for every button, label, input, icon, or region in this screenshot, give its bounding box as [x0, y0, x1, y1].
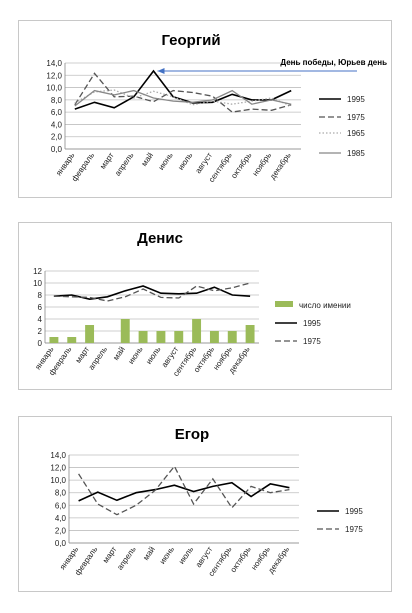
series-line — [78, 465, 290, 516]
chart-georgiy-svg: Георгий0,02,04,06,08,010,012,014,0январь… — [46, 32, 387, 184]
series-line — [74, 89, 292, 107]
legend-label: 1975 — [345, 525, 363, 534]
y-tick-label: 6,0 — [55, 501, 67, 510]
bar — [120, 319, 130, 343]
x-tick-label: июль — [177, 545, 195, 566]
legend-label: 1985 — [347, 149, 365, 158]
x-tick-label: октябрь — [229, 151, 253, 180]
y-tick-label: 2,0 — [55, 526, 67, 535]
y-tick-label: 6 — [38, 303, 43, 312]
y-tick-label: 0,0 — [55, 539, 67, 548]
series-line — [53, 282, 251, 302]
bar — [67, 337, 77, 343]
legend-label: 1995 — [347, 95, 365, 104]
y-tick-label: 12,0 — [50, 464, 66, 473]
series-line — [74, 89, 292, 107]
x-tick-label: май — [139, 151, 155, 168]
bar — [209, 331, 219, 343]
y-tick-label: 8,0 — [51, 96, 63, 105]
chart-egor: Егор 0,0 2,0 4,0 6,0 8,0 10,0 12,0 14,0 январь фев… — [18, 416, 392, 592]
x-tick-label: май — [141, 545, 157, 562]
x-tick-label: апрель — [87, 345, 109, 372]
bar — [227, 331, 237, 343]
bar — [138, 331, 148, 343]
y-tick-label: 8 — [38, 291, 43, 300]
x-tick-label: апрель — [113, 151, 135, 178]
y-tick-label: 0 — [38, 339, 43, 348]
x-tick-label: июнь — [158, 545, 176, 566]
x-tick-label: апрель — [115, 545, 137, 572]
y-tick-label: 12 — [33, 267, 42, 276]
legend-label: 1995 — [303, 319, 321, 328]
y-tick-label: 10,0 — [50, 476, 66, 485]
chart-egor-svg: Егор0,02,04,06,08,010,012,014,0январьфев… — [50, 426, 363, 578]
y-tick-label: 12,0 — [46, 71, 62, 80]
annotation-label: День победы, Юрьев день — [280, 58, 387, 67]
legend-label: 1975 — [347, 113, 365, 122]
chart-title: Егор — [175, 426, 209, 443]
chart-title: Георгий — [161, 32, 220, 49]
y-tick-label: 10,0 — [46, 84, 62, 93]
y-tick-label: 6,0 — [51, 108, 63, 117]
y-tick-label: 14,0 — [50, 451, 66, 460]
bar — [49, 337, 59, 343]
bar — [156, 331, 166, 343]
bar — [245, 325, 255, 343]
chart-georgiy: Георгий 0,0 2,0 4,0 6,0 8,0 10,0 12,0 14,0 январь… — [18, 20, 392, 198]
bar — [85, 325, 95, 343]
x-tick-label: июнь — [156, 151, 174, 172]
legend-label: число имении — [299, 301, 351, 310]
y-tick-label: 4 — [38, 315, 43, 324]
x-tick-label: март — [101, 545, 119, 565]
y-tick-label: 0,0 — [51, 145, 63, 154]
y-tick-label: 2,0 — [51, 133, 63, 142]
legend-label: 1975 — [303, 337, 321, 346]
y-tick-label: 4,0 — [55, 514, 67, 523]
x-tick-label: июнь — [126, 345, 144, 366]
x-tick-label: май — [111, 345, 127, 362]
y-tick-label: 10 — [33, 279, 42, 288]
series-line — [74, 69, 292, 110]
y-tick-label: 2 — [38, 327, 43, 336]
bar — [174, 331, 184, 343]
y-tick-label: 4,0 — [51, 120, 63, 129]
annotation-arrow-head — [157, 67, 165, 74]
legend-swatch — [275, 301, 293, 307]
bar — [192, 319, 202, 343]
legend-label: 1965 — [347, 129, 365, 138]
x-tick-label: июль — [176, 151, 194, 172]
x-tick-label: март — [98, 151, 116, 171]
series-line — [78, 481, 290, 502]
series-line — [53, 285, 251, 301]
y-tick-label: 14,0 — [46, 59, 62, 68]
chart-title: Денис — [137, 230, 183, 247]
chart-denis: Денис 0 2 4 6 8 10 12 январь февраль март апрель май… — [18, 222, 392, 390]
y-tick-label: 8,0 — [55, 489, 67, 498]
legend-label: 1995 — [345, 507, 363, 516]
series-line — [74, 72, 292, 113]
